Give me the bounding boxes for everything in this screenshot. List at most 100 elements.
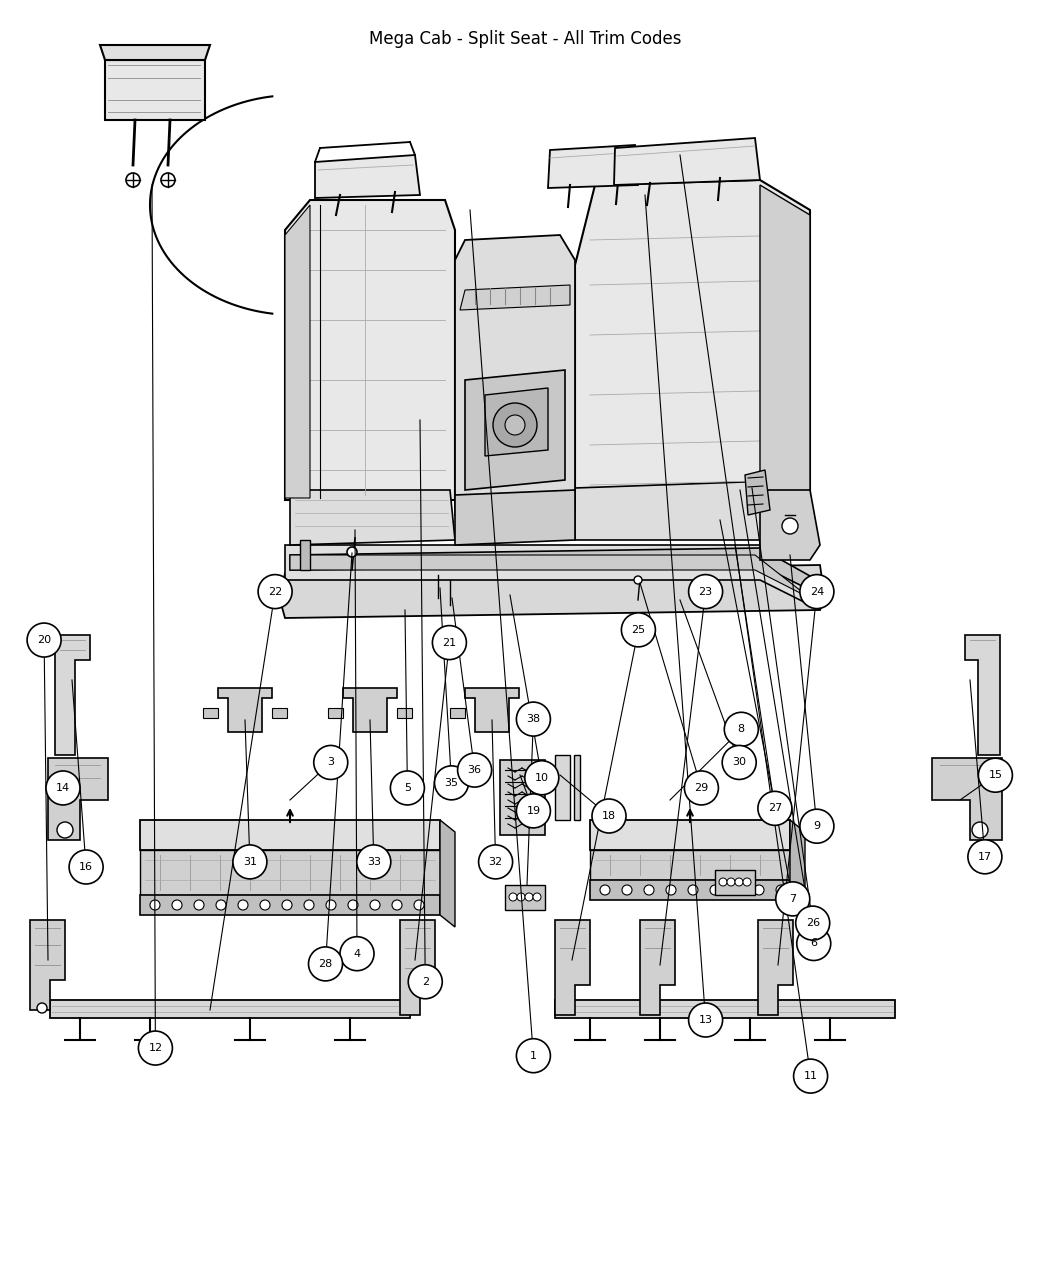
Circle shape — [517, 892, 525, 901]
Circle shape — [732, 885, 742, 895]
Circle shape — [139, 1031, 172, 1065]
Circle shape — [644, 885, 654, 895]
Text: 38: 38 — [526, 714, 541, 724]
Text: 14: 14 — [56, 783, 70, 793]
Circle shape — [600, 885, 610, 895]
Circle shape — [46, 771, 80, 805]
Circle shape — [634, 576, 642, 584]
Circle shape — [517, 794, 550, 827]
Circle shape — [370, 900, 380, 910]
Polygon shape — [500, 760, 545, 835]
Circle shape — [216, 900, 226, 910]
Polygon shape — [932, 759, 1002, 840]
Polygon shape — [465, 688, 519, 732]
Polygon shape — [30, 921, 65, 1010]
Polygon shape — [218, 688, 272, 732]
Circle shape — [794, 1060, 827, 1093]
Circle shape — [340, 937, 374, 970]
Circle shape — [479, 845, 512, 878]
Circle shape — [435, 766, 468, 799]
Polygon shape — [555, 755, 570, 820]
Polygon shape — [640, 921, 675, 1015]
Circle shape — [525, 892, 533, 901]
Polygon shape — [614, 138, 760, 185]
Circle shape — [685, 771, 718, 805]
Circle shape — [666, 885, 676, 895]
Text: 7: 7 — [790, 894, 796, 904]
Circle shape — [433, 626, 466, 659]
Circle shape — [233, 845, 267, 878]
Polygon shape — [575, 180, 810, 515]
Circle shape — [314, 746, 348, 779]
Polygon shape — [290, 490, 455, 544]
Polygon shape — [300, 541, 310, 570]
Circle shape — [525, 761, 559, 794]
Circle shape — [776, 882, 810, 915]
Polygon shape — [440, 820, 455, 927]
Circle shape — [743, 878, 751, 886]
Circle shape — [776, 885, 786, 895]
Circle shape — [517, 1039, 550, 1072]
Polygon shape — [285, 205, 310, 499]
Circle shape — [796, 907, 830, 940]
Circle shape — [37, 1003, 47, 1014]
Circle shape — [754, 885, 764, 895]
Polygon shape — [397, 708, 412, 718]
Circle shape — [533, 892, 541, 901]
Text: 9: 9 — [814, 821, 820, 831]
Circle shape — [689, 1003, 722, 1037]
Circle shape — [260, 900, 270, 910]
Polygon shape — [760, 185, 810, 510]
Text: 6: 6 — [811, 938, 817, 949]
Text: 3: 3 — [328, 757, 334, 768]
Polygon shape — [455, 490, 575, 544]
Text: 24: 24 — [810, 586, 824, 597]
Circle shape — [517, 703, 550, 736]
Circle shape — [727, 878, 735, 886]
Circle shape — [348, 900, 358, 910]
Polygon shape — [519, 708, 534, 718]
Text: 15: 15 — [988, 770, 1003, 780]
Circle shape — [126, 173, 140, 187]
Polygon shape — [790, 820, 805, 912]
Polygon shape — [574, 755, 580, 820]
Circle shape — [758, 792, 792, 825]
Circle shape — [27, 623, 61, 657]
Circle shape — [710, 885, 720, 895]
Polygon shape — [460, 286, 570, 310]
Circle shape — [194, 900, 204, 910]
Polygon shape — [715, 870, 755, 895]
Circle shape — [689, 575, 722, 608]
Circle shape — [592, 799, 626, 833]
Text: 19: 19 — [526, 806, 541, 816]
Circle shape — [408, 965, 442, 998]
Text: 5: 5 — [404, 783, 411, 793]
Text: 16: 16 — [79, 862, 93, 872]
Polygon shape — [760, 490, 820, 560]
Polygon shape — [548, 145, 638, 187]
Polygon shape — [485, 388, 548, 456]
Text: 13: 13 — [698, 1015, 713, 1025]
Polygon shape — [590, 880, 790, 900]
Circle shape — [797, 927, 831, 960]
Circle shape — [161, 173, 175, 187]
Polygon shape — [965, 635, 1000, 755]
Circle shape — [782, 518, 798, 534]
Circle shape — [622, 613, 655, 646]
Polygon shape — [505, 885, 545, 910]
Circle shape — [172, 900, 182, 910]
Circle shape — [722, 746, 756, 779]
Circle shape — [150, 900, 160, 910]
Polygon shape — [285, 200, 455, 500]
Polygon shape — [343, 688, 397, 732]
Text: 18: 18 — [602, 811, 616, 821]
Text: 27: 27 — [768, 803, 782, 813]
Text: Mega Cab - Split Seat - All Trim Codes: Mega Cab - Split Seat - All Trim Codes — [369, 31, 681, 48]
Polygon shape — [105, 60, 205, 120]
Text: 31: 31 — [243, 857, 257, 867]
Circle shape — [735, 878, 743, 886]
Circle shape — [326, 900, 336, 910]
Text: 30: 30 — [732, 757, 747, 768]
Polygon shape — [555, 921, 590, 1015]
Circle shape — [719, 878, 727, 886]
